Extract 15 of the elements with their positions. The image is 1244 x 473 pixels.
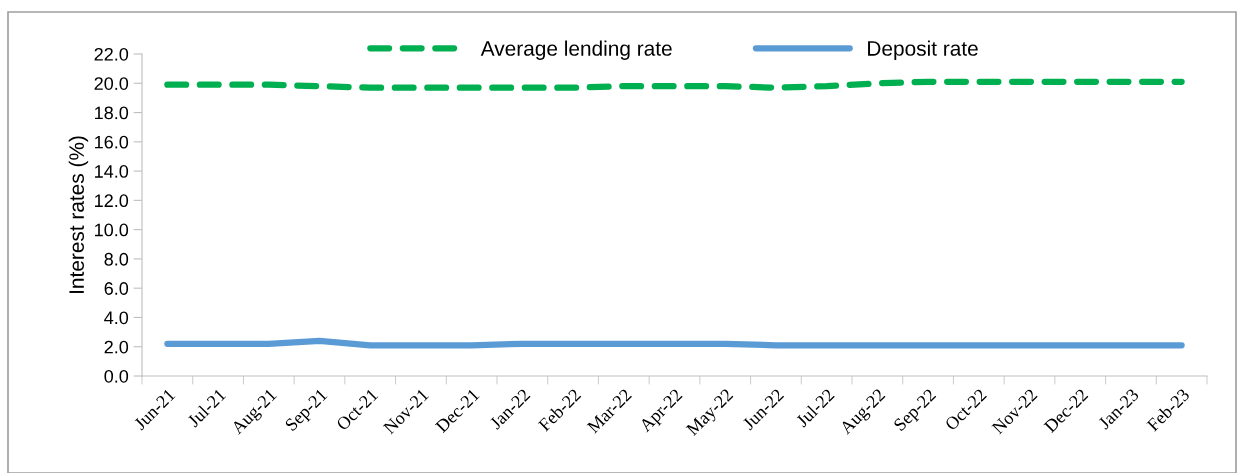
legend-label: Average lending rate — [480, 40, 672, 60]
y-tick-label: 12.0 — [95, 194, 129, 208]
y-tick-label: 10.0 — [95, 223, 129, 237]
y-tick-label: 6.0 — [104, 282, 129, 295]
y-tick-label: 18.0 — [95, 106, 129, 120]
y-tick-label: 14.0 — [95, 165, 129, 178]
y-tick-label: 0.0 — [104, 369, 129, 383]
y-tick-label: 20.0 — [94, 77, 129, 90]
y-axis-title: Interest rates (%) — [68, 136, 89, 293]
legend-label: Deposit rate — [868, 40, 978, 60]
y-tick-label: 4.0 — [104, 311, 129, 325]
y-tick-label: 22.0 — [94, 47, 129, 61]
y-tick-label: 8.0 — [104, 252, 129, 266]
y-tick-label: 2.0 — [104, 340, 129, 354]
y-tick-label: 16.0 — [95, 135, 129, 149]
